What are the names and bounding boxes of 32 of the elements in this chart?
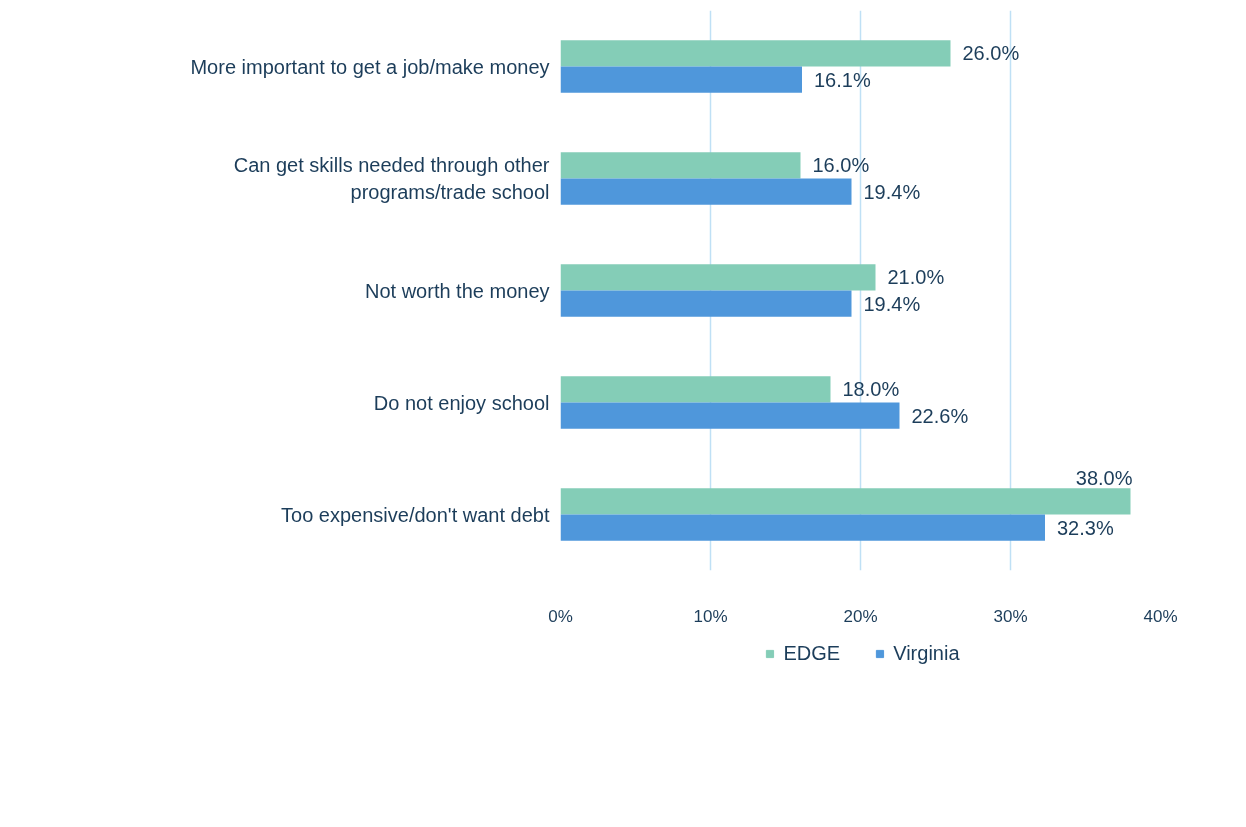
- x-tick-label: 40%: [1143, 606, 1178, 626]
- data-label: 26.0%: [962, 42, 1020, 65]
- y-tick-label: Can get skills needed through other programs/trade school: [233, 154, 550, 203]
- data-label: 18.0%: [842, 378, 900, 401]
- data-label: 38.0%: [1075, 466, 1133, 489]
- x-tick-label: 0%: [548, 606, 573, 626]
- bar: [560, 376, 831, 403]
- y-tick-label: Too expensive/don't want debt: [281, 503, 550, 526]
- bar: [560, 514, 1045, 541]
- x-tick-label: 10%: [693, 606, 728, 626]
- data-label: 19.4%: [863, 180, 921, 203]
- bar: [560, 290, 852, 317]
- y-tick-label: Do not enjoy school: [373, 391, 550, 414]
- bar: [560, 402, 900, 429]
- bar: [560, 178, 852, 205]
- data-label: 19.4%: [863, 292, 921, 315]
- bar: [560, 264, 876, 291]
- bar: [560, 66, 802, 93]
- x-tick-label: 20%: [843, 606, 878, 626]
- data-label: 32.3%: [1057, 516, 1114, 539]
- y-tick-label: More important to get a job/make money: [190, 55, 550, 78]
- legend-label: Virginia: [893, 641, 960, 665]
- data-label: 21.0%: [887, 266, 945, 289]
- data-label: 16.1%: [814, 68, 871, 91]
- y-tick-label: Not worth the money: [364, 279, 550, 302]
- bar: [560, 152, 801, 179]
- legend-label: EDGE: [783, 641, 841, 665]
- data-label: 22.6%: [911, 404, 969, 427]
- bar: [560, 40, 951, 67]
- x-tick-label: 30%: [993, 606, 1028, 626]
- bar: [560, 488, 1131, 515]
- data-label: 16.0%: [812, 154, 870, 177]
